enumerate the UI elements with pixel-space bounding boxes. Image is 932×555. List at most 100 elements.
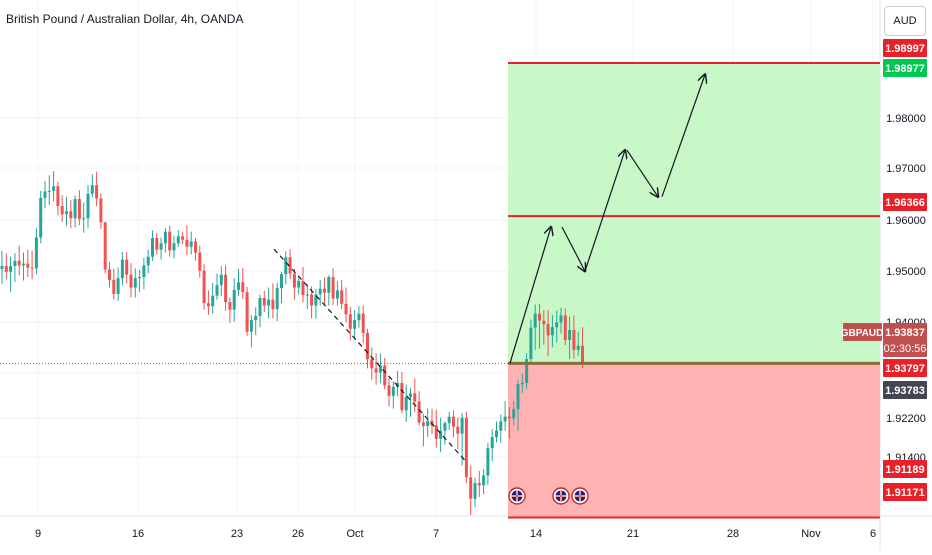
candle[interactable]: [568, 316, 572, 360]
candle[interactable]: [486, 442, 490, 485]
candle[interactable]: [374, 353, 378, 385]
candle[interactable]: [73, 195, 77, 228]
candle[interactable]: [95, 171, 99, 207]
candle[interactable]: [310, 286, 314, 319]
candle[interactable]: [86, 185, 90, 228]
candle[interactable]: [503, 401, 507, 431]
loss-zone[interactable]: [508, 363, 880, 518]
candle[interactable]: [378, 353, 382, 383]
trendline[interactable]: [273, 248, 467, 462]
candle[interactable]: [563, 308, 567, 346]
projection-arrow[interactable]: [584, 150, 625, 272]
candle[interactable]: [430, 408, 434, 435]
candle[interactable]: [327, 275, 331, 306]
candle[interactable]: [52, 171, 56, 202]
candle[interactable]: [69, 200, 73, 229]
candle[interactable]: [507, 406, 511, 439]
candle[interactable]: [404, 384, 408, 422]
candle[interactable]: [108, 261, 111, 288]
candle[interactable]: [275, 282, 279, 322]
candle[interactable]: [176, 229, 180, 247]
candle[interactable]: [292, 268, 296, 300]
candle[interactable]: [267, 287, 271, 319]
candle[interactable]: [198, 245, 202, 278]
candle[interactable]: [417, 391, 421, 426]
candle[interactable]: [215, 273, 219, 300]
candle[interactable]: [4, 253, 8, 280]
candle[interactable]: [464, 411, 468, 484]
candle[interactable]: [39, 190, 43, 244]
candle[interactable]: [125, 252, 129, 284]
candle[interactable]: [434, 409, 438, 448]
candle[interactable]: [0, 250, 4, 285]
candle[interactable]: [211, 282, 215, 314]
candle[interactable]: [366, 328, 369, 369]
candle[interactable]: [555, 310, 559, 343]
candle[interactable]: [228, 297, 232, 324]
candle[interactable]: [512, 401, 516, 426]
candle[interactable]: [232, 278, 236, 322]
candle[interactable]: [314, 288, 318, 319]
candle[interactable]: [323, 277, 326, 305]
candle[interactable]: [396, 370, 400, 397]
candle[interactable]: [361, 305, 365, 344]
candle[interactable]: [426, 408, 430, 438]
candle[interactable]: [452, 410, 455, 438]
candle[interactable]: [138, 270, 142, 293]
candle[interactable]: [90, 174, 94, 198]
candle[interactable]: [546, 310, 550, 357]
candle[interactable]: [383, 357, 387, 390]
candle[interactable]: [447, 412, 451, 431]
candle[interactable]: [413, 378, 417, 413]
candle[interactable]: [348, 306, 352, 341]
candle[interactable]: [443, 421, 447, 445]
candle[interactable]: [245, 286, 249, 336]
candle[interactable]: [60, 194, 64, 222]
projection-arrow[interactable]: [561, 226, 585, 271]
candle[interactable]: [47, 175, 51, 205]
candle[interactable]: [142, 257, 146, 290]
projection-arrow[interactable]: [509, 227, 551, 364]
candle[interactable]: [13, 253, 17, 283]
flag-icon[interactable]: [571, 487, 589, 505]
candle[interactable]: [559, 307, 563, 334]
candle[interactable]: [331, 268, 335, 305]
candle[interactable]: [34, 228, 38, 275]
candle[interactable]: [133, 268, 137, 298]
candle[interactable]: [529, 319, 533, 365]
candle[interactable]: [159, 237, 163, 260]
candle[interactable]: [202, 264, 206, 310]
candle[interactable]: [490, 429, 494, 461]
candle[interactable]: [581, 327, 584, 369]
candle[interactable]: [482, 469, 486, 495]
candle[interactable]: [181, 232, 185, 244]
candle[interactable]: [572, 315, 576, 359]
candle[interactable]: [499, 414, 503, 443]
candle[interactable]: [194, 238, 197, 261]
candle[interactable]: [22, 252, 25, 281]
candle[interactable]: [30, 250, 34, 280]
candle[interactable]: [576, 331, 580, 356]
candle[interactable]: [258, 294, 262, 328]
candle[interactable]: [495, 421, 498, 443]
candle[interactable]: [17, 245, 21, 276]
candle[interactable]: [533, 304, 537, 350]
projection-arrow[interactable]: [626, 149, 658, 197]
candle[interactable]: [26, 249, 30, 278]
candle[interactable]: [288, 249, 292, 280]
candle[interactable]: [335, 281, 339, 306]
candle[interactable]: [271, 283, 275, 319]
profit-zone[interactable]: [508, 63, 880, 364]
candle[interactable]: [206, 290, 210, 315]
candle[interactable]: [56, 181, 60, 216]
candle[interactable]: [456, 417, 460, 450]
candle[interactable]: [297, 277, 301, 295]
candle[interactable]: [9, 256, 13, 293]
candle[interactable]: [305, 284, 309, 310]
currency-selector[interactable]: AUD: [884, 6, 926, 36]
projection-arrow[interactable]: [661, 74, 705, 197]
candle[interactable]: [254, 307, 258, 336]
candle[interactable]: [340, 279, 344, 310]
candle[interactable]: [129, 263, 133, 298]
